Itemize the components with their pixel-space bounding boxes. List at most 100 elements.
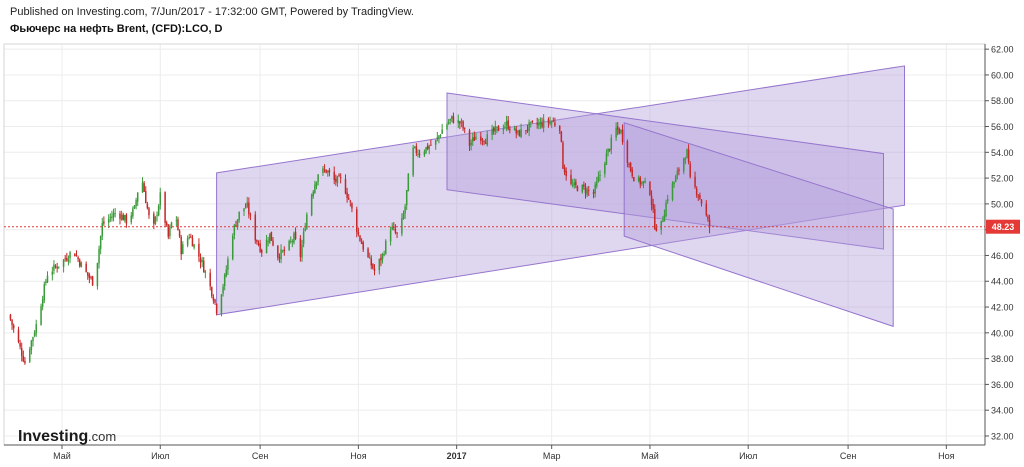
candle-body [69,252,71,259]
candle-body [78,259,81,267]
y-tick-label: 46.00 [991,251,1014,261]
candle-body [53,264,55,271]
candle-body [502,128,505,131]
candle-body [51,271,54,275]
candle-body [339,177,342,179]
candle-body [223,275,226,286]
candle-body [41,299,44,307]
candle-body [323,169,326,171]
candle-body [280,249,282,260]
candle-body [156,214,158,216]
candle-body [629,163,632,171]
candle-body [349,200,352,202]
candle-body [299,238,302,257]
candle-body [17,329,20,342]
candle-body [357,232,360,235]
candle-body [259,243,261,252]
candle-body [460,120,463,123]
candle-body [457,120,460,123]
candle-body [77,257,79,260]
candle-body [338,174,340,177]
candle-body [254,214,257,241]
candle-body [504,126,506,128]
candle-body [74,253,76,257]
candle-body [356,209,358,233]
candle-body [687,149,690,163]
candle-body [312,191,315,196]
candle-body [136,192,139,202]
candle-body [496,126,498,128]
candle-body [146,203,149,209]
candle-body [378,258,381,271]
candle-body [517,130,519,133]
candle-body [526,129,529,131]
candle-body [513,127,516,131]
candle-body [550,121,553,124]
candle-body [663,214,666,222]
candle-body [570,175,572,184]
channel-polygon [623,122,894,328]
candle-body [586,189,588,195]
x-tick-label: Мар [543,451,561,461]
y-tick-label: 54.00 [991,148,1014,158]
candle-body [20,348,23,356]
candle-body [244,207,247,209]
candle-body [143,183,145,192]
candle-body [597,176,600,182]
candle-body [428,146,431,149]
candle-body [389,230,392,242]
candle-body [368,257,371,259]
candle-body [518,130,521,137]
candle-body [552,120,555,122]
candle-body [459,121,461,124]
candle-body [547,119,550,123]
candle-body [674,176,677,183]
candle-body [204,271,207,273]
y-tick-label: 40.00 [991,328,1014,338]
candle-body [481,139,484,141]
candle-body [277,245,279,258]
candle-body [236,219,239,228]
candle-body [695,188,698,195]
candle-body [30,340,33,350]
candle-body [124,214,126,221]
candle-body [655,227,658,231]
candle-body [19,343,21,347]
candle-body [145,191,147,204]
candle-body [639,177,642,185]
logo-brand: Investing [18,428,88,445]
candle-body [12,325,15,329]
candle-body [9,314,12,320]
candle-body [468,130,471,146]
candle-body [291,240,294,242]
candle-body [246,202,248,207]
last-price-tag [986,219,1020,234]
grid [4,44,985,445]
candle-body [505,121,508,126]
candle-body [256,239,258,243]
candle-body [605,153,608,165]
candle-body [103,221,105,224]
candle-body [359,235,361,241]
candle-body [33,332,36,336]
candle-body [438,135,440,139]
candle-body [383,254,385,255]
x-tick-label: Июл [151,451,169,461]
candle-body [336,176,339,184]
candle-body [211,287,213,297]
y-tick-label: 32.00 [991,431,1014,441]
last-price-marker: 48.23 [4,219,1020,234]
candle-body [558,125,561,131]
candle-body [689,163,691,177]
candle-body [182,244,184,254]
candle-body [198,243,200,257]
candle-body [170,222,173,228]
candle-body [436,137,439,140]
y-tick-label: 56.00 [991,122,1014,132]
candle-body [99,236,102,250]
candle-body [549,121,551,125]
candle-body [96,262,99,287]
candle-body [584,187,587,194]
candle-body [177,219,179,231]
candle-body [112,213,115,217]
